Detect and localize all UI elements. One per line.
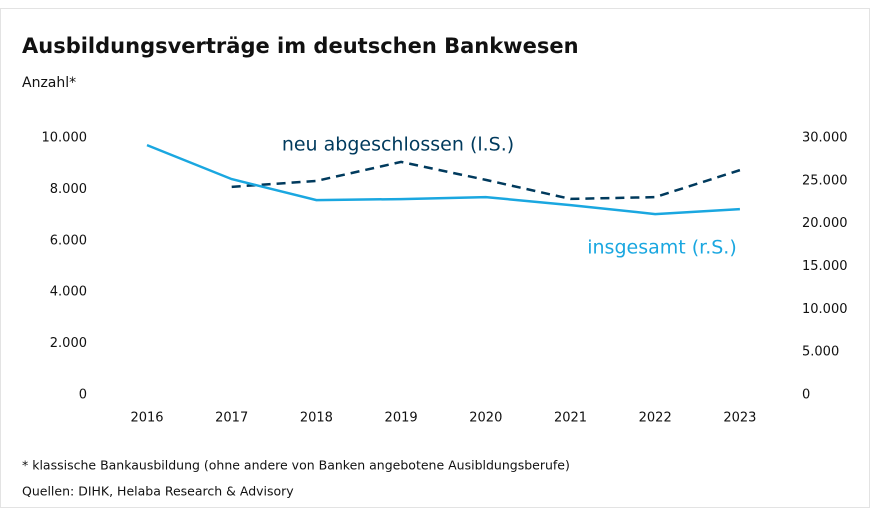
y2-tick-label: 15.000	[802, 259, 848, 274]
source: Quellen: DIHK, Helaba Research & Advisor…	[22, 484, 294, 499]
x-tick-label: 2020	[469, 411, 502, 426]
y-tick-label: 4.000	[50, 285, 87, 300]
y2-tick-label: 10.000	[802, 302, 848, 317]
series-label: neu abgeschlossen (l.S.)	[282, 134, 514, 156]
y2-tick-label: 30.000	[802, 131, 848, 146]
y2-tick-label: 20.000	[802, 216, 848, 231]
x-tick-label: 2023	[723, 411, 756, 426]
y2-tick-label: 0	[802, 388, 810, 403]
y-tick-label: 6.000	[50, 233, 87, 248]
chart-title: Ausbildungsverträge im deutschen Bankwes…	[22, 34, 579, 58]
y2-tick-label: 25.000	[802, 173, 848, 188]
x-tick-label: 2018	[300, 411, 333, 426]
frame	[0, 8, 870, 508]
y2-tick-label: 5.000	[802, 345, 839, 360]
x-tick-label: 2022	[639, 411, 672, 426]
line-series	[231, 160, 741, 201]
y-tick-label: 8.000	[50, 182, 87, 197]
y-tick-label: 0	[79, 388, 87, 403]
x-tick-label: 2017	[215, 411, 248, 426]
y-tick-label: 10.000	[42, 131, 88, 146]
x-tick-label: 2021	[554, 411, 587, 426]
y-axis-label: Anzahl*	[22, 75, 76, 91]
x-tick-label: 2016	[130, 411, 163, 426]
y-tick-label: 2.000	[50, 336, 87, 351]
series-label: insgesamt (r.S.)	[587, 237, 737, 259]
x-tick-label: 2019	[385, 411, 418, 426]
footnote: * klassische Bankausbildung (ohne andere…	[22, 458, 570, 473]
line-series	[146, 143, 740, 216]
